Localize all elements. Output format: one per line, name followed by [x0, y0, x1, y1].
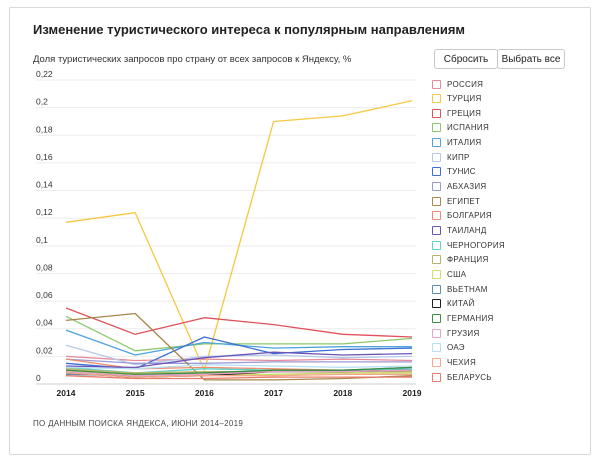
- legend-item[interactable]: ИТАЛИЯ: [432, 137, 481, 149]
- legend-label: ИТАЛИЯ: [447, 138, 482, 148]
- legend-item[interactable]: РОССИЯ: [432, 78, 483, 90]
- legend-label: ТУНИС: [447, 167, 476, 177]
- legend-item[interactable]: США: [432, 269, 466, 281]
- legend-checkbox-icon[interactable]: [432, 123, 441, 133]
- legend-label: ТАИЛАНД: [447, 226, 487, 236]
- legend-checkbox-icon[interactable]: [432, 372, 441, 382]
- chart-card: [9, 7, 591, 455]
- legend-checkbox-icon[interactable]: [432, 284, 441, 294]
- legend-label: РОССИЯ: [447, 79, 484, 89]
- legend-item[interactable]: АБХАЗИЯ: [432, 181, 486, 193]
- legend-checkbox-icon[interactable]: [432, 226, 441, 236]
- legend-item[interactable]: ГРУЗИЯ: [432, 327, 480, 339]
- legend-checkbox-icon[interactable]: [432, 328, 441, 338]
- legend-item[interactable]: ФРАНЦИЯ: [432, 254, 489, 266]
- legend-item[interactable]: ИСПАНИЯ: [432, 122, 489, 134]
- chart-subtitle: Доля туристических запросов про страну о…: [33, 54, 352, 65]
- legend-checkbox-icon[interactable]: [432, 255, 441, 265]
- legend-item[interactable]: ЧЕХИЯ: [432, 357, 476, 369]
- legend-item[interactable]: ТАИЛАНД: [432, 225, 487, 237]
- legend-label: БОЛГАРИЯ: [447, 211, 492, 221]
- chart-title: Изменение туристического интереса к попу…: [33, 22, 466, 37]
- legend-item[interactable]: ОАЭ: [432, 342, 465, 354]
- legend-item[interactable]: ТУРЦИЯ: [432, 93, 482, 105]
- legend-checkbox-icon[interactable]: [432, 79, 441, 89]
- legend-item[interactable]: ЧЕРНОГОРИЯ: [432, 239, 505, 251]
- reset-button[interactable]: Сбросить: [434, 49, 498, 69]
- legend-label: ЕГИПЕТ: [447, 196, 481, 206]
- legend-item[interactable]: БЕЛАРУСЬ: [432, 371, 492, 383]
- legend-label: БЕЛАРУСЬ: [447, 372, 492, 382]
- legend-label: КИТАЙ: [447, 299, 475, 309]
- select-all-button[interactable]: Выбрать все: [497, 49, 565, 69]
- legend-label: ОАЭ: [447, 343, 465, 353]
- legend-label: США: [447, 270, 467, 280]
- legend-item[interactable]: ГРЕЦИЯ: [432, 107, 481, 119]
- legend-item[interactable]: ЕГИПЕТ: [432, 195, 480, 207]
- data-source-note: ПО ДАННЫМ ПОИСКА ЯНДЕКСА, ИЮНИ 2014–2019: [33, 419, 244, 428]
- legend-label: ВЬЕТНАМ: [447, 284, 488, 294]
- legend-checkbox-icon[interactable]: [432, 211, 441, 221]
- legend-checkbox-icon[interactable]: [432, 240, 441, 250]
- legend-label: ГЕРМАНИЯ: [447, 314, 494, 324]
- legend-item[interactable]: КИПР: [432, 151, 470, 163]
- legend-label: ГРУЗИЯ: [447, 328, 480, 338]
- legend-checkbox-icon[interactable]: [432, 152, 441, 162]
- legend-checkbox-icon[interactable]: [432, 196, 441, 206]
- legend-item[interactable]: ГЕРМАНИЯ: [432, 313, 494, 325]
- legend-item[interactable]: ТУНИС: [432, 166, 476, 178]
- legend-checkbox-icon[interactable]: [432, 167, 441, 177]
- legend-checkbox-icon[interactable]: [432, 108, 441, 118]
- legend-label: ИСПАНИЯ: [447, 123, 490, 133]
- legend-checkbox-icon[interactable]: [432, 314, 441, 324]
- legend-checkbox-icon[interactable]: [432, 358, 441, 368]
- legend-checkbox-icon[interactable]: [432, 343, 441, 353]
- legend-checkbox-icon[interactable]: [432, 94, 441, 104]
- legend-checkbox-icon[interactable]: [432, 299, 441, 309]
- legend-item[interactable]: БОЛГАРИЯ: [432, 210, 492, 222]
- legend-label: ЧЕРНОГОРИЯ: [447, 240, 505, 250]
- legend-label: ТУРЦИЯ: [447, 94, 482, 104]
- legend-label: ГРЕЦИЯ: [447, 108, 482, 118]
- legend-label: ЧЕХИЯ: [447, 358, 477, 368]
- legend-label: АБХАЗИЯ: [447, 182, 487, 192]
- legend-item[interactable]: КИТАЙ: [432, 298, 475, 310]
- legend-checkbox-icon[interactable]: [432, 138, 441, 148]
- legend-checkbox-icon[interactable]: [432, 270, 441, 280]
- legend-checkbox-icon[interactable]: [432, 182, 441, 192]
- legend-label: ФРАНЦИЯ: [447, 255, 489, 265]
- legend-item[interactable]: ВЬЕТНАМ: [432, 283, 488, 295]
- legend-label: КИПР: [447, 152, 470, 162]
